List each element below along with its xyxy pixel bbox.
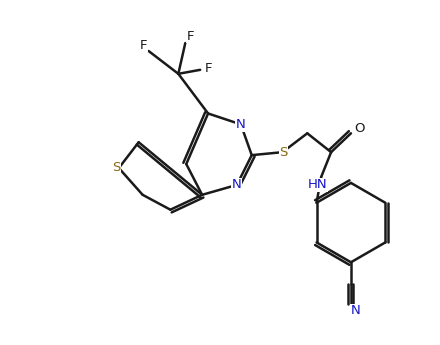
- Text: S: S: [279, 146, 288, 159]
- Text: S: S: [112, 160, 120, 174]
- Text: F: F: [187, 30, 194, 42]
- Text: F: F: [204, 62, 212, 75]
- Text: F: F: [140, 39, 147, 51]
- Text: O: O: [355, 122, 365, 135]
- Text: N: N: [351, 304, 361, 317]
- Text: N: N: [232, 178, 242, 191]
- Text: HN: HN: [308, 178, 327, 191]
- Text: N: N: [236, 118, 246, 131]
